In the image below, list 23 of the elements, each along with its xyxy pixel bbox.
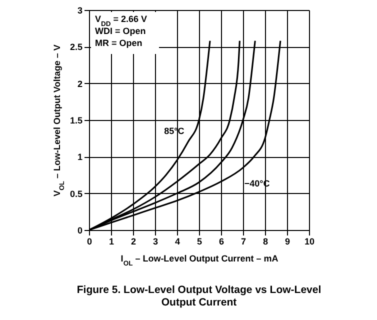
text: Figure 5. Low-Level Output Voltage vs Low-Level Output Current (76, 284, 322, 308)
x-tick-label: 2 (130, 236, 136, 246)
y-tick-label: 1.5 (70, 116, 82, 126)
y-tick-label: 2.5 (70, 42, 82, 52)
x-tick-label: 1 (108, 236, 114, 246)
annotation: V$_{DD}$ = 2.66 V (95, 14, 148, 28)
annotation: WDI = Open (95, 26, 146, 36)
x-tick-label: 4 (174, 236, 180, 246)
x-tick-label: 7 (240, 236, 246, 246)
x-tick-label: 3 (152, 236, 158, 246)
x-tick-label: 5 (196, 236, 202, 246)
y-tick-label: 3 (77, 6, 82, 16)
x-tick-label: 8 (262, 236, 268, 246)
x-tick-label: 6 (218, 236, 224, 246)
y-tick-label: 2 (77, 78, 82, 89)
y-tick-label: 0.5 (70, 188, 82, 199)
x-tick-label: 0 (86, 236, 92, 246)
y-tick-label: 0 (77, 226, 82, 236)
y-tick-label: 1 (77, 152, 82, 162)
annotation: MR = Open (95, 38, 142, 48)
x-tick-label: 10 (304, 236, 315, 246)
x-tick-label: 9 (284, 236, 290, 246)
x-axis-title: I$_{OL}$ – Low-Level Output Current – mA (120, 254, 279, 267)
